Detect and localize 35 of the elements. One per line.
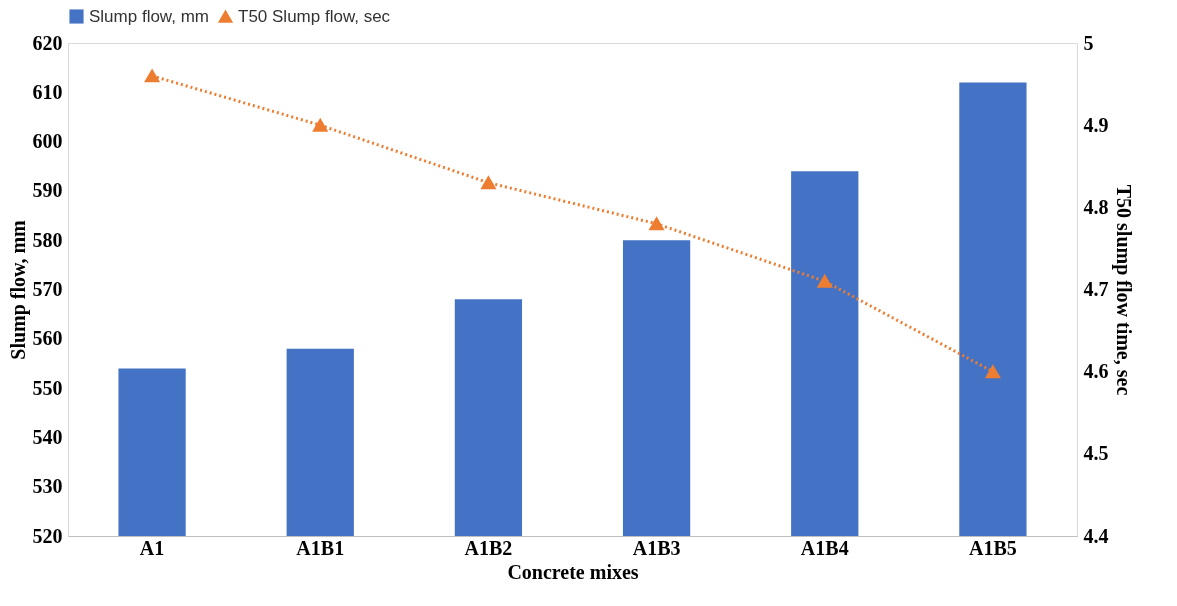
- x-tick-label: A1B1: [296, 536, 345, 559]
- point: [481, 176, 496, 190]
- y-axis-title: Slump flow, mm: [6, 219, 30, 360]
- y-tick-label: 610: [32, 80, 63, 103]
- x-tick-label: A1B2: [464, 536, 513, 559]
- y2-tick-label: 4.9: [1083, 113, 1109, 136]
- y2-tick-label: 4.4: [1083, 524, 1109, 547]
- y-tick-label: 560: [32, 327, 63, 350]
- y2-tick-label: 4.7: [1083, 278, 1109, 300]
- y-tick-label: 520: [32, 524, 63, 547]
- y-tick-label: 590: [32, 179, 63, 202]
- y-tick-label: 580: [32, 228, 63, 251]
- y-tick-label: 530: [32, 475, 63, 498]
- legend-label: T50 Slump flow, sec: [238, 6, 391, 26]
- x-tick-label: A1B3: [632, 536, 681, 559]
- y2-tick-label: 5: [1083, 31, 1094, 54]
- x-axis-title: Concrete mixes: [507, 560, 639, 583]
- y2-tick-label: 4.8: [1083, 195, 1109, 218]
- point: [817, 274, 833, 288]
- x-tick-label: A1B4: [800, 536, 849, 559]
- x-tick-label: A1: [139, 536, 165, 559]
- point: [985, 365, 1001, 379]
- y2-tick-label: 4.5: [1083, 442, 1109, 465]
- y-tick-label: 620: [32, 31, 63, 54]
- y-tick-label: 600: [32, 130, 63, 153]
- point: [649, 217, 664, 231]
- y-tick-label: 540: [32, 425, 63, 448]
- legend-label: Slump flow, mm: [89, 6, 209, 26]
- point: [312, 118, 328, 132]
- y2-axis-title: T50 slump flow time, sec: [1111, 184, 1135, 396]
- y2-tick-label: 4.6: [1083, 360, 1109, 383]
- point: [144, 69, 160, 83]
- x-tick-label: A1B5: [969, 536, 1017, 559]
- y-tick-label: 550: [32, 376, 63, 399]
- y-tick-label: 570: [32, 278, 63, 300]
